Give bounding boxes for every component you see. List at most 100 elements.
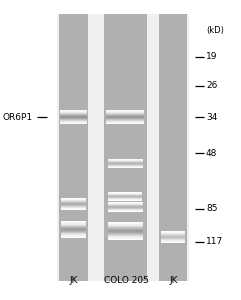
Bar [161, 238, 185, 239]
Bar [60, 123, 87, 124]
Bar [106, 110, 144, 111]
Bar [60, 122, 87, 123]
Bar [60, 110, 87, 111]
Bar [108, 210, 143, 211]
Bar [61, 202, 86, 203]
Bar [161, 234, 185, 235]
Text: OR6P1: OR6P1 [2, 112, 33, 122]
Bar [61, 209, 86, 210]
Bar [60, 116, 87, 117]
Bar [159, 14, 187, 280]
Text: 85: 85 [206, 204, 218, 213]
Bar [60, 119, 87, 120]
Bar [108, 203, 143, 204]
Bar [161, 240, 185, 241]
Bar [61, 229, 86, 230]
Bar [61, 233, 86, 234]
Bar [107, 159, 143, 160]
Bar [61, 225, 86, 226]
Bar [107, 233, 143, 234]
Bar [60, 118, 87, 119]
Bar [161, 238, 185, 239]
Bar [61, 205, 86, 206]
Bar [107, 225, 143, 226]
Text: JK: JK [169, 276, 178, 285]
Bar [107, 160, 143, 161]
Bar [161, 232, 185, 233]
Bar [61, 203, 86, 204]
Bar [61, 223, 86, 224]
Bar [107, 164, 143, 165]
Bar [108, 202, 143, 203]
Bar [107, 229, 143, 230]
Bar [107, 163, 143, 164]
Text: JK: JK [69, 276, 78, 285]
Bar [107, 232, 143, 233]
Bar [61, 208, 86, 209]
Bar [61, 234, 86, 235]
Bar [108, 204, 143, 205]
Text: 34: 34 [206, 112, 217, 122]
Bar [106, 113, 144, 114]
Bar [106, 116, 144, 117]
Bar [107, 226, 143, 227]
Bar [107, 230, 143, 231]
Bar [107, 235, 143, 236]
Bar [60, 113, 87, 114]
Bar [108, 211, 143, 212]
Bar [107, 162, 143, 163]
Bar [106, 119, 144, 120]
Bar [61, 231, 86, 232]
Bar [61, 201, 86, 202]
Bar [107, 238, 143, 239]
Bar [106, 118, 144, 119]
Bar [106, 117, 144, 118]
Bar [161, 241, 185, 242]
Bar [61, 221, 86, 222]
Bar [108, 206, 143, 207]
Bar [107, 239, 143, 240]
Bar [161, 231, 185, 232]
Bar [107, 224, 143, 225]
Bar [161, 232, 185, 233]
Bar [104, 14, 147, 280]
Bar [61, 226, 86, 227]
Bar [107, 222, 143, 223]
Bar [161, 233, 185, 234]
Text: (kD): (kD) [206, 26, 224, 34]
Bar [107, 231, 143, 232]
Bar [61, 204, 86, 205]
Bar [107, 165, 143, 166]
Bar [108, 205, 143, 206]
Bar [161, 242, 185, 243]
Bar [107, 227, 143, 228]
Bar [161, 235, 185, 236]
Bar [61, 207, 86, 208]
Bar [60, 120, 87, 121]
Bar [61, 237, 86, 238]
Bar [106, 115, 144, 116]
Bar [61, 227, 86, 228]
Bar [61, 236, 86, 237]
Text: 26: 26 [206, 81, 217, 90]
Bar [60, 115, 87, 116]
Bar [107, 161, 143, 162]
Bar [161, 237, 185, 238]
Bar [107, 228, 143, 229]
Bar [61, 232, 86, 233]
Bar [106, 120, 144, 121]
Bar [106, 121, 144, 122]
Bar [60, 111, 87, 112]
Bar [61, 206, 86, 207]
Bar [61, 222, 86, 223]
Bar [57, 14, 189, 280]
Bar [107, 236, 143, 237]
Bar [61, 199, 86, 200]
Bar [107, 237, 143, 238]
Bar [108, 207, 143, 208]
Bar [108, 209, 143, 210]
Text: 19: 19 [206, 52, 218, 62]
Bar [161, 236, 185, 237]
Bar [59, 14, 88, 280]
Text: 48: 48 [206, 148, 217, 158]
